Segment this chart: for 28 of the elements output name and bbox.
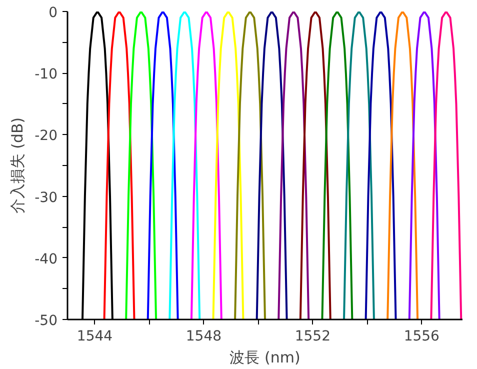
line-series — [430, 12, 462, 320]
line-series — [234, 12, 266, 320]
y-axis-title: 介入損失 (dB) — [8, 117, 27, 214]
line-series — [343, 12, 375, 320]
line-series — [386, 12, 419, 320]
line-series — [278, 12, 310, 320]
x-tick-label: 1544 — [76, 328, 113, 344]
line-series — [299, 12, 332, 320]
y-tick-label: -40 — [34, 251, 58, 268]
line-series — [190, 12, 222, 320]
line-series — [256, 12, 288, 320]
y-tick-label: -20 — [34, 128, 58, 144]
y-tick-label: 0 — [48, 5, 58, 21]
x-tick-label: 1556 — [404, 328, 440, 344]
line-series — [212, 12, 244, 320]
line-series — [168, 12, 201, 320]
x-axis-title: 波長 (nm) — [230, 348, 300, 366]
y-tick-label: -10 — [34, 66, 58, 83]
line-series — [103, 12, 136, 320]
line-series — [408, 12, 440, 320]
line-series — [125, 12, 158, 320]
line-series — [321, 12, 354, 320]
x-tick-label: 1548 — [186, 328, 222, 344]
x-tick-label: 1552 — [294, 328, 330, 344]
line-series — [146, 12, 179, 320]
y-tick-label: -50 — [34, 313, 58, 329]
line-series — [364, 12, 397, 320]
y-tick-label: -30 — [34, 190, 58, 206]
